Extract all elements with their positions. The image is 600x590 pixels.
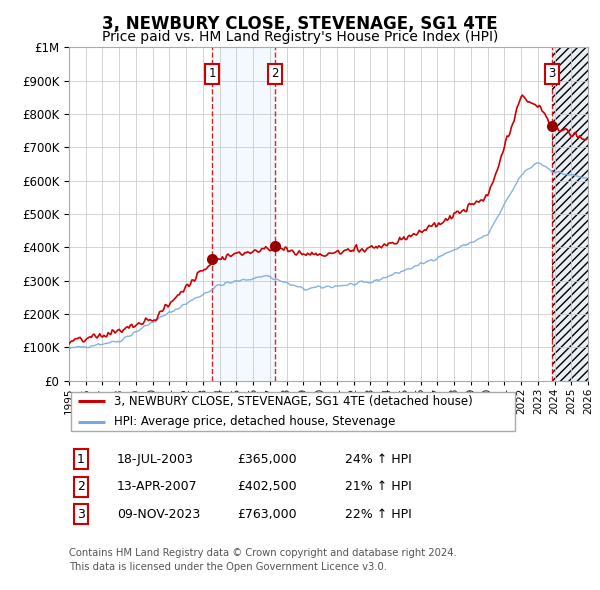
Text: £365,000: £365,000	[237, 453, 296, 466]
Text: 3: 3	[77, 508, 85, 521]
Text: 13-APR-2007: 13-APR-2007	[117, 480, 197, 493]
Bar	[552, 47, 588, 381]
Text: 18-JUL-2003: 18-JUL-2003	[117, 453, 194, 466]
Text: Contains HM Land Registry data © Crown copyright and database right 2024.: Contains HM Land Registry data © Crown c…	[69, 548, 457, 558]
Text: 21% ↑ HPI: 21% ↑ HPI	[345, 480, 412, 493]
Text: 2: 2	[77, 480, 85, 493]
Text: HPI: Average price, detached house, Stevenage: HPI: Average price, detached house, Stev…	[114, 415, 395, 428]
Text: 2: 2	[271, 67, 278, 80]
Text: 1: 1	[77, 453, 85, 466]
Text: 1: 1	[208, 67, 216, 80]
Text: 3: 3	[548, 67, 556, 80]
FancyBboxPatch shape	[71, 392, 515, 431]
Text: 22% ↑ HPI: 22% ↑ HPI	[345, 508, 412, 521]
Text: Price paid vs. HM Land Registry's House Price Index (HPI): Price paid vs. HM Land Registry's House …	[102, 30, 498, 44]
Text: 3, NEWBURY CLOSE, STEVENAGE, SG1 4TE: 3, NEWBURY CLOSE, STEVENAGE, SG1 4TE	[102, 15, 498, 33]
Text: £763,000: £763,000	[237, 508, 296, 521]
Text: 24% ↑ HPI: 24% ↑ HPI	[345, 453, 412, 466]
Text: £402,500: £402,500	[237, 480, 296, 493]
Text: This data is licensed under the Open Government Licence v3.0.: This data is licensed under the Open Gov…	[69, 562, 387, 572]
Text: 09-NOV-2023: 09-NOV-2023	[117, 508, 200, 521]
Bar	[212, 47, 275, 381]
Text: 3, NEWBURY CLOSE, STEVENAGE, SG1 4TE (detached house): 3, NEWBURY CLOSE, STEVENAGE, SG1 4TE (de…	[114, 395, 473, 408]
